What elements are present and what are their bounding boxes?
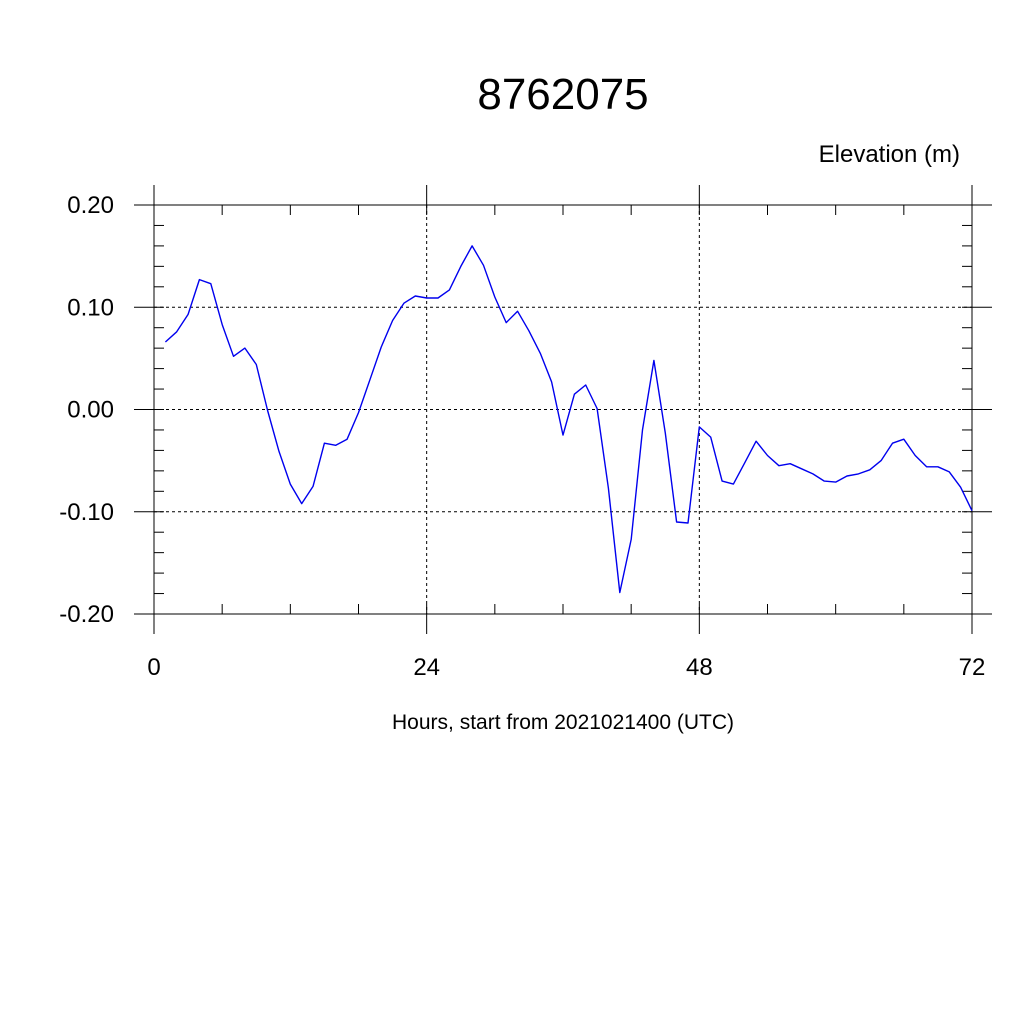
x-tick-labels: 0 24 48 72 — [147, 654, 985, 681]
x-tick-label: 48 — [686, 654, 713, 681]
x-tick-label: 24 — [413, 654, 440, 681]
y-tick-label: 0.00 — [67, 397, 114, 424]
x-axis-label: Hours, start from 2021021400 (UTC) — [392, 711, 734, 734]
y-tick-label: -0.20 — [59, 601, 114, 628]
axis-ticks — [134, 185, 992, 634]
plot-frame — [153, 204, 973, 615]
x-tick-label: 0 — [147, 654, 160, 681]
chart-title: 8762075 — [477, 70, 648, 119]
y-tick-label: 0.20 — [67, 192, 114, 219]
y-tick-label: 0.10 — [67, 294, 114, 321]
series-line — [164, 245, 973, 594]
x-tick-label: 72 — [959, 654, 986, 681]
y-axis-units-label: Elevation (m) — [819, 141, 960, 168]
y-tick-label: -0.10 — [59, 499, 114, 526]
y-tick-labels: 0.20 0.10 0.00 -0.10 -0.20 — [59, 192, 114, 628]
